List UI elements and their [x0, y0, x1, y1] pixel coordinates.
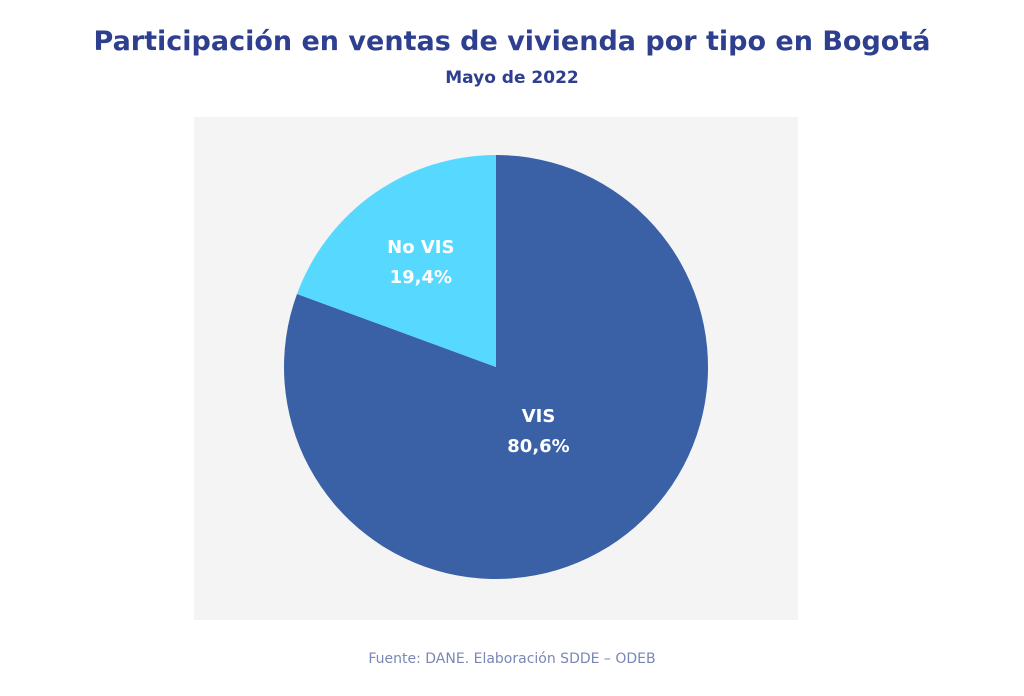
- pie-chart: VIS 80,6% No VIS 19,4%: [284, 155, 709, 579]
- plot-area: VIS 80,6% No VIS 19,4%: [194, 117, 798, 620]
- pie-slice-no-vis: [296, 155, 496, 367]
- chart-subtitle: Mayo de 2022: [445, 68, 579, 88]
- pie-slice-vis: [284, 155, 709, 579]
- slice-value-vis: 80,6%: [507, 436, 569, 457]
- slice-label-no-vis: No VIS: [387, 237, 454, 258]
- chart-title: Participación en ventas de vivienda por …: [93, 26, 931, 57]
- slice-value-no-vis: 19,4%: [390, 267, 452, 288]
- source-note: Fuente: DANE. Elaboración SDDE – ODEB: [368, 651, 656, 667]
- slice-label-vis: VIS: [522, 406, 556, 427]
